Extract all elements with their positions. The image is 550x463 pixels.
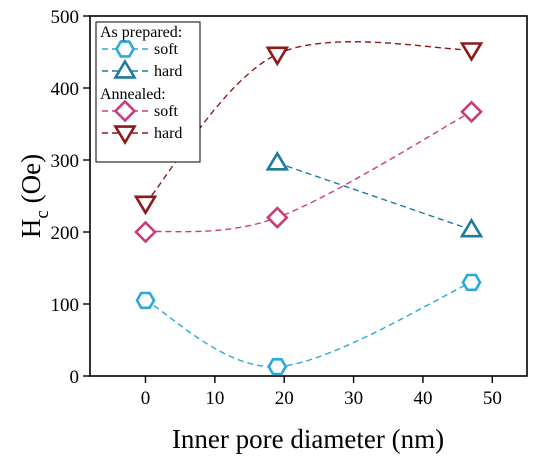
x-axis-title: Inner pore diameter (nm) xyxy=(172,424,444,454)
x-tick-label: 20 xyxy=(275,388,294,409)
data-point-hexagon xyxy=(135,291,156,310)
y-tick-label: 300 xyxy=(51,151,80,172)
x-tick-label: 0 xyxy=(141,388,151,409)
data-point-hexagon xyxy=(461,273,482,292)
legend-label: hard xyxy=(154,63,182,80)
data-point-triangle-up xyxy=(459,217,484,238)
y-tick-label: 200 xyxy=(51,223,80,244)
data-point-triangle-down xyxy=(265,46,290,67)
series-markers xyxy=(133,42,484,376)
y-tick-label: 0 xyxy=(70,367,80,388)
legend-marker-hexagon xyxy=(114,40,135,58)
data-point-triangle-up xyxy=(265,150,290,171)
legend-marker-triangle-up xyxy=(113,58,137,79)
x-tick-label: 10 xyxy=(205,388,224,409)
y-axis-title: Hc (Oe) xyxy=(16,154,53,238)
series-line-0 xyxy=(145,281,472,368)
legend-heading: As prepared: xyxy=(100,24,182,41)
y-axis-title-subscript: c xyxy=(32,210,53,218)
data-point-diamond xyxy=(265,206,289,229)
legend-label: hard xyxy=(154,125,182,142)
legend-label: soft xyxy=(154,103,179,120)
plot-area xyxy=(89,15,528,377)
data-point-diamond xyxy=(134,220,157,244)
y-tick-label: 100 xyxy=(51,295,80,316)
series-line-2 xyxy=(145,111,472,233)
x-tick-label: 50 xyxy=(483,388,502,409)
x-tick-label: 40 xyxy=(413,388,432,409)
legend-box xyxy=(95,21,201,163)
y-axis-title-unit: (Oe) xyxy=(16,154,46,210)
data-point-hexagon xyxy=(267,357,288,376)
legend-label: soft xyxy=(154,41,179,58)
data-point-triangle-down xyxy=(459,42,484,62)
legend-heading: Annealed: xyxy=(100,86,166,103)
plot-frame xyxy=(89,15,528,377)
legend-marker-triangle-down xyxy=(113,125,137,146)
y-tick-label: 400 xyxy=(51,79,80,100)
data-point-triangle-down xyxy=(133,195,158,216)
data-point-diamond xyxy=(460,100,483,124)
series-line-1 xyxy=(277,162,472,231)
legend-marker-diamond xyxy=(113,99,137,123)
y-axis: 0 100 200 300 400 500 xyxy=(51,7,90,388)
x-axis: 0 10 20 30 40 50 xyxy=(141,376,502,409)
y-axis-title-main: H xyxy=(16,219,46,239)
x-tick-label: 30 xyxy=(344,388,363,409)
y-tick-label: 500 xyxy=(51,7,80,28)
